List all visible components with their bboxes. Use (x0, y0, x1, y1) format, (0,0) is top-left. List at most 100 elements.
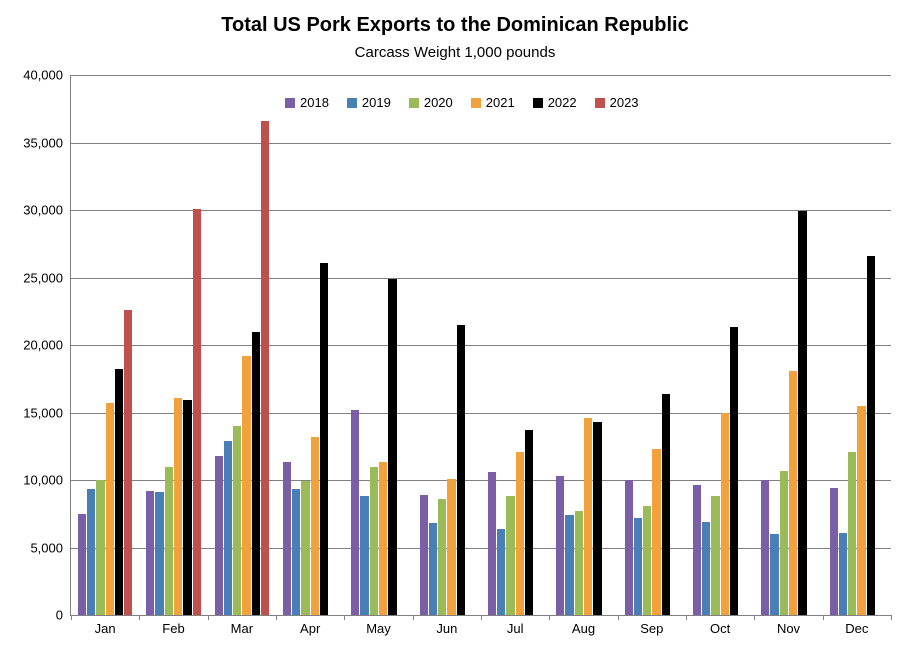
x-tick-label: Nov (777, 615, 800, 636)
chart-subtitle: Carcass Weight 1,000 pounds (0, 44, 910, 61)
bar (429, 523, 437, 615)
bar (652, 449, 660, 615)
x-tick-mark (344, 615, 345, 620)
bar (867, 256, 875, 615)
x-tick-label: Mar (231, 615, 253, 636)
gridline (71, 75, 891, 76)
bar (593, 422, 601, 615)
y-tick-label: 25,000 (23, 270, 71, 285)
bar (420, 495, 428, 615)
x-tick-mark (71, 615, 72, 620)
bar (115, 369, 123, 615)
bar (106, 403, 114, 615)
bar (351, 410, 359, 615)
bar (839, 533, 847, 615)
bar (770, 534, 778, 615)
bar (525, 430, 533, 615)
x-tick-label: Aug (572, 615, 595, 636)
x-tick-mark (823, 615, 824, 620)
bar (388, 279, 396, 615)
y-tick-label: 35,000 (23, 135, 71, 150)
bar (379, 462, 387, 615)
bar (124, 310, 132, 615)
bar (565, 515, 573, 615)
bar (252, 332, 260, 616)
bar (146, 491, 154, 615)
bar (261, 121, 269, 615)
bar (165, 467, 173, 616)
bar (447, 479, 455, 615)
x-tick-mark (891, 615, 892, 620)
x-tick-label: Dec (845, 615, 868, 636)
bar (215, 456, 223, 615)
bar (711, 496, 719, 615)
bar (283, 462, 291, 615)
bar (497, 529, 505, 615)
bar (360, 496, 368, 615)
gridline (71, 143, 891, 144)
y-tick-label: 30,000 (23, 203, 71, 218)
x-tick-label: Jul (507, 615, 524, 636)
bar (242, 356, 250, 615)
bar (693, 485, 701, 615)
x-tick-mark (481, 615, 482, 620)
bar (370, 467, 378, 616)
bar (457, 325, 465, 615)
bar (292, 489, 300, 615)
y-tick-label: 5,000 (30, 540, 71, 555)
bar (556, 476, 564, 615)
bar (721, 413, 729, 616)
x-tick-mark (139, 615, 140, 620)
x-tick-mark (276, 615, 277, 620)
bar (798, 211, 806, 615)
bar (516, 452, 524, 615)
bar (761, 480, 769, 615)
bar (183, 400, 191, 615)
chart-plot-area: 05,00010,00015,00020,00025,00030,00035,0… (70, 75, 891, 616)
bar (233, 426, 241, 615)
bar (224, 441, 232, 615)
x-tick-label: Jun (436, 615, 457, 636)
y-tick-label: 40,000 (23, 68, 71, 83)
bar (730, 327, 738, 615)
x-tick-label: May (366, 615, 391, 636)
y-tick-label: 10,000 (23, 473, 71, 488)
bar (301, 481, 309, 615)
bar (780, 471, 788, 615)
bar (857, 406, 865, 615)
bar (662, 394, 670, 615)
bar (87, 489, 95, 615)
bar (174, 398, 182, 615)
chart-container: Total US Pork Exports to the Dominican R… (0, 0, 910, 661)
bar (311, 437, 319, 615)
x-tick-label: Jan (95, 615, 116, 636)
x-tick-mark (208, 615, 209, 620)
x-tick-mark (754, 615, 755, 620)
bar (488, 472, 496, 615)
bar (643, 506, 651, 615)
chart-title: Total US Pork Exports to the Dominican R… (0, 14, 910, 37)
bar (320, 263, 328, 615)
x-tick-label: Apr (300, 615, 320, 636)
x-tick-label: Feb (162, 615, 184, 636)
bar (789, 371, 797, 615)
bar (78, 514, 86, 615)
bar (155, 492, 163, 615)
bar (702, 522, 710, 615)
y-tick-label: 20,000 (23, 338, 71, 353)
x-tick-mark (549, 615, 550, 620)
bar (96, 480, 104, 615)
x-tick-label: Oct (710, 615, 730, 636)
bar (848, 452, 856, 615)
y-tick-label: 0 (56, 608, 71, 623)
bar (575, 511, 583, 615)
bar (438, 499, 446, 615)
x-tick-label: Sep (640, 615, 663, 636)
x-tick-mark (618, 615, 619, 620)
bar (506, 496, 514, 615)
bar (634, 518, 642, 615)
bar (625, 480, 633, 615)
bar (193, 209, 201, 615)
x-tick-mark (413, 615, 414, 620)
x-tick-mark (686, 615, 687, 620)
